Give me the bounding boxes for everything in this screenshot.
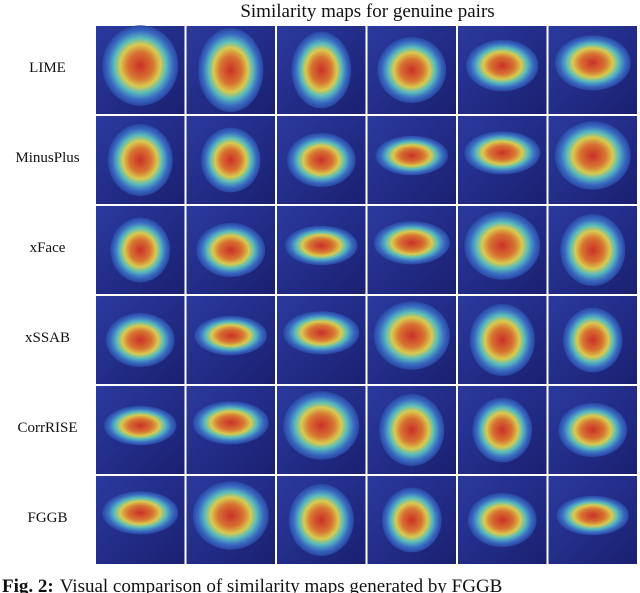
heatmap-image — [458, 116, 547, 204]
heatmap-image — [458, 206, 547, 294]
heatmap-image — [367, 206, 456, 294]
heatmap-image — [186, 296, 275, 384]
caption-text: Visual comparison of similarity maps gen… — [59, 576, 503, 593]
heatmap-image — [96, 116, 185, 204]
caption: Fig. 2: Visual comparison of similarity m… — [2, 576, 502, 593]
heatmap-image — [277, 26, 366, 114]
heatmap-image — [186, 476, 275, 564]
heatmap-image — [277, 116, 366, 204]
heatmap-image — [277, 206, 366, 294]
heatmap-image — [548, 206, 637, 294]
heatmap-image — [96, 386, 185, 474]
row-label: MinusPlus — [15, 150, 80, 166]
row-label: CorrRISE — [17, 420, 78, 436]
heatmap-image — [548, 296, 637, 384]
heatmap-image — [458, 296, 547, 384]
heatmap-image — [367, 296, 456, 384]
heatmap-image — [96, 296, 185, 384]
figure-title: Similarity maps for genuine pairs — [240, 1, 495, 22]
heatmap-image — [186, 206, 275, 294]
row-label: xSSAB — [24, 330, 71, 346]
heatmap-image — [548, 26, 637, 114]
heatmap-image — [186, 26, 275, 114]
image-grid — [96, 25, 637, 564]
heatmap-image — [458, 386, 547, 474]
row-label: FGGB — [27, 510, 68, 526]
heatmap-image — [458, 26, 547, 114]
heatmap-image — [367, 116, 456, 204]
heatmap-image — [96, 206, 185, 294]
heatmap-image — [277, 386, 366, 474]
heatmap-image — [96, 476, 185, 564]
heatmap-image — [548, 476, 637, 564]
heatmap-image — [367, 26, 456, 114]
heatmap-image — [367, 386, 456, 474]
row-label: xFace — [29, 240, 66, 256]
heatmap-image — [367, 476, 456, 564]
heatmap-image — [186, 116, 275, 204]
heatmap-image — [548, 116, 637, 204]
heatmap-image — [277, 296, 366, 384]
heatmap-image — [277, 476, 366, 564]
caption-label: Fig. 2: — [2, 576, 54, 593]
heatmap-image — [458, 476, 547, 564]
heatmap-image — [548, 386, 637, 474]
row-label: LIME — [29, 60, 66, 76]
heatmap-image — [96, 25, 185, 114]
heatmap-image — [186, 386, 275, 474]
